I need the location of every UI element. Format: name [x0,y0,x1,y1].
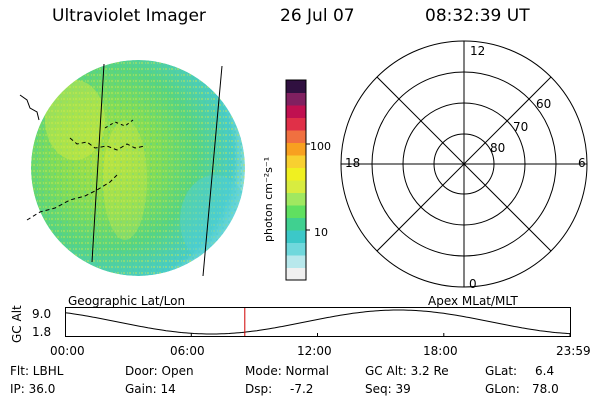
mlt-diagonal [376,76,552,252]
altitude-axis-title: GC Alt [10,305,24,343]
colorbar-swatch [286,80,306,93]
glat-value: 6.4 [535,364,555,378]
altitude-curve [65,309,571,335]
altitude-tick-top: 9.0 [32,307,52,321]
colorbar-swatch [286,167,306,181]
gc-alt-readout: GC Alt: 3.2 Re [365,364,449,378]
mlt-label-12: 12 [470,44,486,58]
coastline [26,174,118,221]
colorbar-swatch [286,155,306,168]
geographic-caption: Geographic Lat/Lon [68,294,186,308]
colorbar-swatch [286,180,306,193]
image-disk [31,60,245,276]
x-tick-2359: 23:59 [556,344,591,358]
dsp-value: -7.2 [290,382,314,396]
gain-readout: Gain: 14 [125,382,176,396]
mode-readout: Mode: Normal [245,364,329,378]
colorbar-swatch [286,192,306,206]
altitude-tick-bottom: 1.8 [32,325,52,339]
apex-caption: Apex MLat/MLT [428,294,518,308]
colorbar-swatch [286,105,306,118]
ip-readout: IP: 36.0 [10,382,56,396]
colorbar-tick-100: 100 [310,140,331,153]
x-tick-1800: 18:00 [423,344,458,358]
colorbar-swatch [286,117,306,131]
colorbar-swatch [286,205,306,218]
colorbar-unit-label: photon cm⁻²s⁻¹ [262,156,275,242]
colorbar-swatch [286,142,306,156]
filter-readout: Flt: LBHL [10,364,64,378]
meridian-line [202,65,223,277]
colorbar-swatch [286,217,306,231]
color-bar [285,79,310,281]
glon-value: 78.0 [532,382,559,396]
colorbar-swatch [286,255,306,268]
mlt-label-0: 0 [469,277,477,291]
colorbar-swatch [286,230,306,243]
glon-label: GLon: [485,382,520,396]
glat-label: GLat: [485,364,518,378]
mlt-label-6: 6 [578,156,586,170]
date-label: 26 Jul 07 [280,6,355,26]
time-label: 08:32:39 UT [425,6,530,26]
polar-plot [340,40,588,288]
lat-label-70: 70 [513,120,529,134]
lat-label-80: 80 [490,141,506,155]
door-readout: Door: Open [125,364,194,378]
auroral-image [19,60,245,277]
altitude-plot-frame [65,307,571,337]
colorbar-swatch [286,267,306,281]
seq-readout: Seq: 39 [365,382,411,396]
altitude-plot [65,307,571,337]
colorbar-frame [285,79,307,281]
colorbar-swatch [286,130,306,143]
x-tick-0000: 00:00 [50,344,85,358]
instrument-title: Ultraviolet Imager [52,6,206,26]
x-tick-0600: 06:00 [170,344,205,358]
lat-label-60: 60 [536,97,552,111]
x-tick-1200: 12:00 [297,344,332,358]
meridian-line [91,63,105,263]
colorbar-swatch [286,242,306,256]
colorbar-tick-10: 10 [314,226,328,239]
dsp-label: Dsp: [245,382,273,396]
coastline [19,94,40,121]
mlt-label-18: 18 [345,156,361,170]
colorbar-swatch [286,92,306,106]
